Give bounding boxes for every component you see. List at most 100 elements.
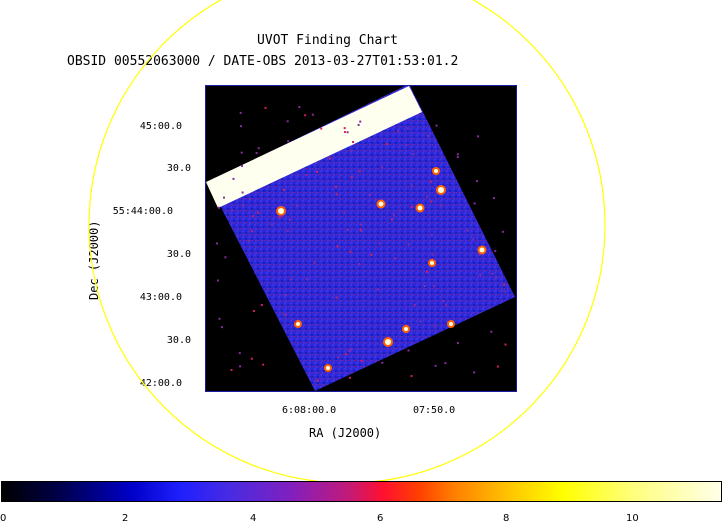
noise-pixel	[251, 215, 254, 218]
noise-pixel	[336, 356, 339, 359]
ra-tick-label: 6:08:00.0	[282, 405, 337, 416]
noise-pixel	[311, 113, 314, 116]
noise-pixel	[217, 279, 220, 282]
noise-pixel	[286, 230, 289, 233]
noise-pixel	[250, 357, 253, 360]
noise-pixel	[378, 242, 381, 245]
noise-pixel	[216, 242, 219, 245]
noise-pixel	[239, 111, 242, 114]
noise-pixel	[360, 359, 363, 362]
noise-pixel	[490, 330, 493, 333]
noise-pixel	[278, 216, 281, 219]
noise-pixel	[313, 261, 316, 264]
noise-pixel	[501, 230, 504, 233]
noise-pixel	[493, 196, 496, 199]
noise-pixel	[218, 317, 221, 320]
noise-pixel	[298, 106, 301, 109]
noise-pixel	[390, 218, 393, 221]
noise-pixel	[374, 198, 377, 201]
noise-pixel	[239, 365, 242, 368]
noise-pixel	[336, 245, 339, 248]
y-axis-label: Dec (J2000)	[87, 220, 101, 300]
dec-tick-label: 42:00.0	[139, 378, 182, 389]
noise-pixel	[435, 124, 438, 127]
noise-pixel	[349, 348, 352, 351]
noise-pixel	[350, 149, 353, 152]
ra-tick-label: 07:50.0	[413, 405, 456, 416]
noise-pixel	[248, 197, 251, 200]
noise-pixel	[357, 123, 360, 126]
noise-pixel	[260, 303, 263, 306]
sky-image-frame	[205, 85, 517, 392]
noise-pixel	[385, 142, 388, 145]
star	[278, 208, 284, 214]
colorbar	[1, 481, 722, 502]
noise-pixel	[241, 204, 244, 207]
noise-pixel	[412, 153, 415, 156]
noise-pixel	[503, 283, 506, 286]
noise-pixel	[479, 273, 482, 276]
noise-pixel	[431, 233, 434, 236]
sky-image	[206, 86, 515, 391]
noise-pixel	[294, 320, 297, 323]
noise-pixel	[346, 229, 349, 232]
dec-tick-label: 43:00.0	[139, 292, 182, 303]
noise-pixel	[429, 180, 432, 183]
star	[326, 366, 330, 370]
noise-pixel	[369, 194, 372, 197]
colorbar-tick-label: 0	[0, 513, 7, 521]
noise-pixel	[466, 229, 469, 232]
noise-pixel	[494, 276, 497, 279]
star	[404, 327, 408, 331]
chart-subtitle: OBSID 00552063000 / DATE-OBS 2013-03-27T…	[67, 54, 459, 69]
noise-pixel	[503, 290, 506, 293]
noise-pixel	[335, 296, 338, 299]
noise-pixel	[478, 253, 481, 256]
noise-pixel	[220, 326, 223, 329]
noise-pixel	[407, 349, 410, 352]
noise-pixel	[320, 127, 323, 130]
dec-tick-label: 30.0	[166, 163, 191, 174]
star	[385, 339, 391, 345]
noise-pixel	[398, 209, 401, 212]
noise-pixel	[442, 300, 445, 303]
noise-pixel	[349, 250, 352, 253]
noise-pixel	[456, 155, 459, 158]
colorbar-tick-label: 2	[122, 513, 129, 521]
noise-pixel	[328, 157, 331, 160]
star	[479, 247, 485, 253]
noise-pixel	[348, 350, 351, 353]
star	[378, 201, 384, 207]
star	[296, 322, 300, 326]
noise-pixel	[359, 120, 362, 123]
noise-pixel	[431, 253, 434, 256]
noise-pixel	[434, 364, 437, 367]
noise-pixel	[231, 209, 234, 212]
noise-pixel	[473, 202, 476, 205]
noise-pixel	[344, 353, 347, 356]
chart-title: UVOT Finding Chart	[257, 33, 398, 48]
noise-pixel	[335, 185, 338, 188]
noise-pixel	[240, 151, 243, 154]
noise-pixel	[410, 206, 413, 209]
colorbar-tick-label: 4	[250, 513, 257, 521]
noise-pixel	[224, 256, 227, 259]
noise-pixel	[238, 352, 241, 355]
noise-pixel	[413, 304, 416, 307]
noise-pixel	[264, 106, 267, 109]
noise-pixel	[286, 120, 289, 123]
noise-pixel	[247, 239, 250, 242]
noise-pixel	[287, 140, 290, 143]
noise-pixel	[352, 141, 355, 144]
noise-pixel	[280, 215, 283, 218]
noise-pixel	[316, 379, 319, 382]
noise-pixel	[491, 272, 494, 275]
noise-pixel	[343, 127, 346, 130]
noise-pixel	[316, 170, 319, 173]
dec-tick-label: 30.0	[166, 335, 191, 346]
noise-pixel	[305, 173, 308, 176]
noise-pixel	[381, 361, 384, 364]
noise-pixel	[407, 243, 410, 246]
star	[430, 261, 434, 265]
noise-pixel	[218, 206, 221, 209]
